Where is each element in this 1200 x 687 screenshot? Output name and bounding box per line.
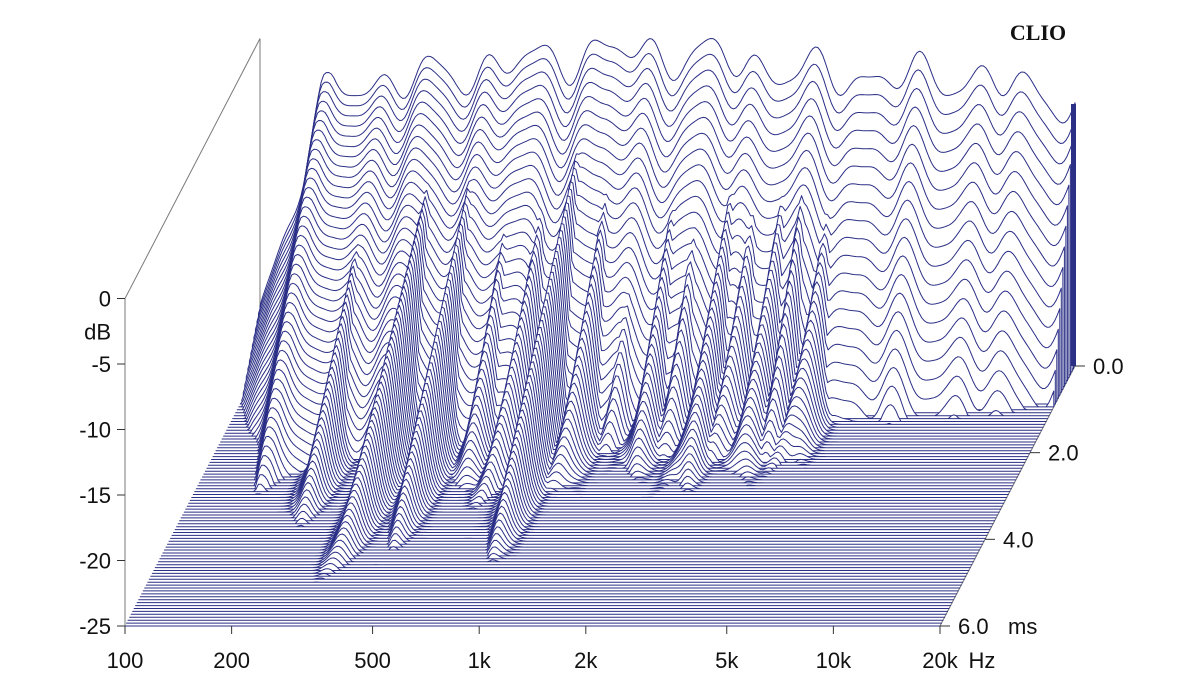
waterfall-slice [151, 568, 968, 574]
waterfall-slice [177, 464, 994, 525]
y-tick-label: -15 [79, 483, 111, 508]
waterfall-slice [180, 451, 997, 519]
waterfall-slice [198, 375, 1015, 484]
x-tick-label: 1k [468, 648, 492, 673]
waterfall-slice [176, 470, 993, 528]
waterfall-slice [168, 502, 985, 542]
y-tick-label: -10 [79, 418, 111, 443]
waterfall-slice [179, 458, 996, 522]
waterfall-slice [165, 514, 982, 548]
waterfall-slice [201, 361, 1018, 478]
waterfall-slices [124, 38, 1076, 627]
y-tick-label: -25 [79, 614, 111, 639]
brand-label: CLIO [1010, 20, 1066, 45]
x-tick-label: 5k [715, 648, 739, 673]
waterfall-slice [150, 573, 967, 577]
waterfall-slice [183, 439, 1000, 513]
z-tick-label: 0.0 [1093, 354, 1124, 379]
waterfall-slice [194, 394, 1011, 493]
waterfall-slice [159, 539, 976, 560]
x-tick-label: 20k [922, 648, 958, 673]
waterfall-slice [182, 445, 999, 516]
waterfall-slice [171, 490, 988, 536]
waterfall-slice [156, 551, 973, 566]
waterfall-slice [174, 477, 991, 531]
x-tick-label: 2k [574, 648, 598, 673]
waterfall-slice [192, 400, 1009, 495]
y-tick-label: -5 [91, 352, 111, 377]
waterfall-slice [203, 354, 1020, 475]
axis-labels: 100 200 500 1k 2k 5k 10k 20k Hz 0 -5 -10 -15 -20 -25 dB… [79, 287, 1123, 674]
waterfall-slice [154, 557, 971, 569]
waterfall-slice [191, 407, 1008, 498]
waterfall-slice [186, 426, 1003, 507]
x-unit-label: Hz [969, 648, 996, 673]
x-tick-label: 10k [816, 648, 852, 673]
z-unit-label: ms [1008, 614, 1037, 639]
y-tick-label: -20 [79, 549, 111, 574]
z-tick-label: 2.0 [1048, 441, 1079, 466]
y-tick-label: 0 [99, 287, 111, 312]
waterfall-slice [195, 387, 1012, 490]
z-tick-label: 6.0 [958, 614, 989, 639]
waterfall-slice [160, 533, 977, 557]
waterfall-slice [188, 419, 1005, 504]
x-tick-label: 200 [213, 648, 250, 673]
waterfall-slice [167, 508, 983, 545]
waterfall-slice [173, 483, 989, 533]
x-tick-label: 100 [107, 648, 144, 673]
waterfall-slice [170, 496, 986, 539]
back-right-bar [1071, 104, 1076, 366]
waterfall-slice [197, 381, 1014, 487]
waterfall-slice [163, 521, 980, 551]
waterfall-slice [157, 545, 974, 563]
y-unit-label: dB [84, 319, 111, 344]
waterfall-slice [185, 432, 1002, 510]
waterfall-slice [189, 413, 1006, 501]
top-left-edge [124, 38, 261, 299]
waterfall-slice [153, 563, 970, 571]
waterfall-slice [162, 527, 979, 554]
z-tick-label: 4.0 [1003, 527, 1034, 552]
x-tick-label: 500 [354, 648, 391, 673]
waterfall-slice [148, 577, 965, 580]
waterfall-slice [200, 368, 1017, 481]
